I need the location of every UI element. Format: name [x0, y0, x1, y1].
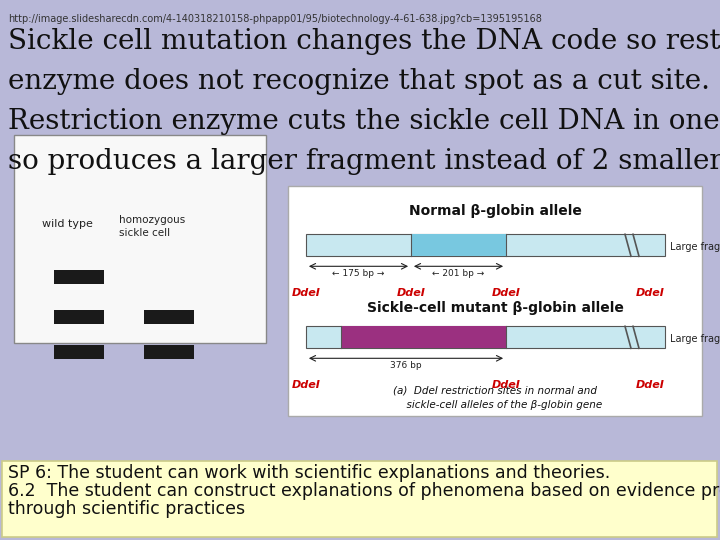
- Bar: [55, 310, 104, 324]
- Bar: [411, 234, 506, 256]
- Bar: [341, 326, 506, 348]
- Text: SP 6: The student can work with scientific explanations and theories.: SP 6: The student can work with scientif…: [8, 464, 611, 482]
- Text: 6.2  The student can construct explanations of phenomena based on evidence produ: 6.2 The student can construct explanatio…: [8, 482, 720, 500]
- Text: http://image.slidesharecdn.com/4-140318210158-phpapp01/95/biotechnology-4-61-638: http://image.slidesharecdn.com/4-1403182…: [8, 14, 542, 24]
- Text: ← 175 bp →: ← 175 bp →: [333, 269, 384, 278]
- Text: Restriction enzyme cuts the sickle cell DNA in one less spot: Restriction enzyme cuts the sickle cell …: [8, 108, 720, 135]
- Bar: [306, 234, 665, 256]
- Text: Large fragment: Large fragment: [670, 242, 720, 252]
- Text: DdeI: DdeI: [636, 288, 665, 298]
- Bar: [55, 345, 104, 359]
- Text: homozygous
sickle cell: homozygous sickle cell: [120, 215, 186, 238]
- Text: Normal β-globin allele: Normal β-globin allele: [408, 204, 582, 218]
- Text: ← 201 bp →: ← 201 bp →: [433, 269, 485, 278]
- Text: 376 bp: 376 bp: [390, 361, 422, 370]
- Text: DdeI: DdeI: [397, 288, 426, 298]
- Bar: [14, 135, 266, 343]
- Text: enzyme does not recognize that spot as a cut site.: enzyme does not recognize that spot as a…: [8, 68, 710, 95]
- Text: DdeI: DdeI: [492, 288, 521, 298]
- Text: Large fragment: Large fragment: [670, 334, 720, 345]
- Text: DdeI: DdeI: [292, 380, 320, 390]
- Bar: [2, 461, 717, 537]
- Bar: [306, 326, 665, 348]
- Text: DdeI: DdeI: [292, 288, 320, 298]
- Bar: [288, 186, 702, 416]
- Text: DdeI: DdeI: [492, 380, 521, 390]
- Bar: [55, 270, 104, 284]
- Text: through scientific practices: through scientific practices: [8, 500, 245, 518]
- Text: Sickle-cell mutant β-globin allele: Sickle-cell mutant β-globin allele: [366, 301, 624, 315]
- Text: (a)  DdeI restriction sites in normal and
      sickle-cell alleles of the β-glo: (a) DdeI restriction sites in normal and…: [387, 386, 603, 410]
- Bar: [145, 345, 194, 359]
- Text: so produces a larger fragment instead of 2 smaller fragments.: so produces a larger fragment instead of…: [8, 148, 720, 175]
- Text: Sickle cell mutation changes the DNA code so restriction: Sickle cell mutation changes the DNA cod…: [8, 28, 720, 55]
- Bar: [145, 310, 194, 324]
- Text: DdeI: DdeI: [636, 380, 665, 390]
- Text: wild type: wild type: [42, 219, 94, 229]
